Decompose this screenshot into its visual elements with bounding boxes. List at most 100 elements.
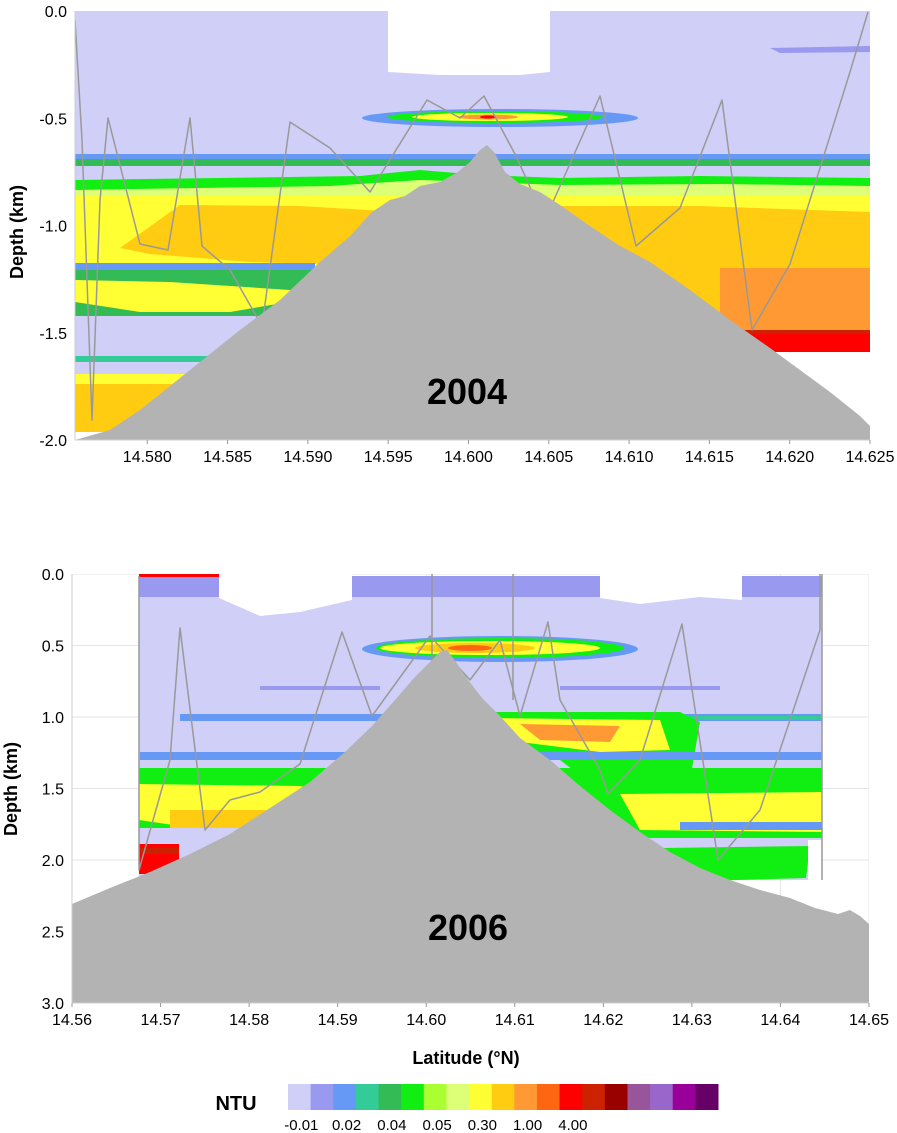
chart-2006: 2006 14.56 14.57 14.58 14.59 14.60 14.61 14.62…	[1, 567, 889, 1068]
colorbar-swatch	[310, 1084, 334, 1110]
cast-track-2006	[138, 574, 821, 871]
colorbar-tick-label: 1.00	[513, 1117, 542, 1133]
no-data-gap	[600, 574, 742, 604]
year-label-2006: 2006	[428, 907, 508, 948]
colorbar-swatch	[423, 1084, 447, 1110]
plot-area-2006: 2006	[72, 574, 869, 1003]
x-tick-label-2004: 14.605	[524, 449, 573, 466]
no-data-gap	[219, 574, 352, 616]
colorbar-swatch	[401, 1084, 425, 1110]
x-tick-label-2006: 14.60	[406, 1012, 446, 1029]
x-tick-label-2006: 14.64	[760, 1012, 800, 1029]
y-ticks-2004: 0.0 -0.5 -1.0 -1.5 -2.0	[39, 4, 67, 450]
x-tick-label-2004: 14.625	[846, 449, 895, 466]
x-tick-label-2006: 14.63	[672, 1012, 712, 1029]
contour-class-teal	[75, 356, 315, 362]
contour-class-blue	[352, 576, 600, 597]
seamount-2004	[75, 145, 870, 440]
colorbar-swatch	[446, 1084, 470, 1110]
y-axis-label-2006: Depth (km)	[1, 742, 21, 836]
x-tick-label-2004: 14.615	[685, 449, 734, 466]
x-tick-label-2004: 14.600	[444, 449, 493, 466]
colorbar-swatch	[378, 1084, 402, 1110]
x-tick-label-2004: 14.580	[123, 449, 172, 466]
colorbar-tick-label: 0.04	[377, 1117, 406, 1133]
colorbar-swatch	[491, 1084, 515, 1110]
colorbar-swatch	[695, 1084, 719, 1110]
contour-class-yellow	[75, 280, 300, 312]
colorbar-swatch	[514, 1084, 538, 1110]
colorbar-swatch	[650, 1084, 674, 1110]
y-axis-label-2004: Depth (km)	[7, 185, 27, 279]
y-tick-label-2006: 1.0	[42, 710, 64, 727]
y-tick-label-2006: 0.0	[42, 567, 64, 584]
y-tick-label-2006: 0.5	[42, 639, 64, 656]
contour-class-blue	[260, 686, 380, 690]
colorbar-swatch	[333, 1084, 357, 1110]
y-tick-label-2004: -1.0	[39, 219, 67, 236]
x-ticks-2006: 14.56 14.57 14.58 14.59 14.60 14.61 14.62 14.63…	[52, 1003, 889, 1029]
contour-class-yellow	[75, 374, 195, 384]
colorbar-swatch	[559, 1084, 583, 1110]
x-tick-label-2004: 14.595	[364, 449, 413, 466]
colorbar-label: NTU	[215, 1093, 256, 1115]
y-ticks-2006: 0.0 0.5 1.0 1.5 2.0 2.5 3.0	[42, 567, 64, 1013]
x-tick-label-2004: 14.585	[203, 449, 252, 466]
x-tick-label-2004: 14.620	[765, 449, 814, 466]
y-tick-label-2004: 0.0	[45, 4, 67, 21]
contour-class-red	[139, 574, 219, 577]
contour-class-orange	[520, 724, 620, 742]
x-tick-label-2006: 14.65	[849, 1012, 889, 1029]
colorbar: NTU -0.01 0.02 0.04 0.05 0.30 1.00 4.00	[215, 1084, 719, 1133]
y-tick-label-2004: -1.5	[39, 326, 67, 343]
contour-class-red	[448, 645, 492, 651]
cast-track-2004	[75, 11, 869, 421]
contour-class-darkred	[139, 848, 179, 854]
colorbar-swatch	[469, 1084, 493, 1110]
x-tick-label-2006: 14.61	[495, 1012, 535, 1029]
x-tick-label-2004: 14.610	[605, 449, 654, 466]
contour-class-darkred	[740, 330, 870, 334]
contour-class-blue	[139, 576, 219, 597]
seamount-2006	[72, 650, 869, 1003]
colorbar-swatch	[355, 1084, 380, 1110]
colorbar-tick-label: 0.30	[468, 1117, 497, 1133]
y-tick-label-2006: 2.0	[42, 853, 64, 870]
contour-class-blue	[742, 576, 822, 597]
colorbar-ticks: -0.01 0.02 0.04 0.05 0.30 1.00 4.00	[284, 1117, 587, 1133]
colorbar-tick-label: 0.02	[332, 1117, 361, 1133]
plot-area-2004: 2004	[75, 11, 870, 440]
colorbar-swatch	[604, 1084, 628, 1110]
x-tick-label-2006: 14.57	[141, 1012, 181, 1029]
contour-class-blue	[680, 822, 822, 830]
colorbar-tick-label: -0.01	[284, 1117, 318, 1133]
contour-class-blue	[75, 263, 315, 271]
x-tick-label-2004: 14.590	[283, 449, 332, 466]
no-data-region	[808, 840, 822, 900]
contour-class-darkorange	[720, 268, 870, 330]
colorbar-swatch	[582, 1084, 606, 1110]
x-tick-label-2006: 14.58	[229, 1012, 269, 1029]
year-label-2004: 2004	[427, 371, 507, 412]
y-tick-label-2004: -0.5	[39, 111, 67, 128]
contour-class-blue	[770, 46, 870, 53]
y-tick-label-2006: 3.0	[42, 996, 64, 1013]
colorbar-swatch	[536, 1084, 561, 1110]
x-tick-label-2006: 14.56	[52, 1012, 92, 1029]
x-tick-label-2006: 14.59	[318, 1012, 358, 1029]
contour-class-red	[480, 115, 496, 119]
colorbar-swatch	[288, 1084, 312, 1110]
colorbar-swatch	[672, 1084, 696, 1110]
no-data-gap	[388, 11, 550, 75]
colorbar-swatches	[288, 1084, 719, 1110]
chart-2004: 2004 14.580 14.585 14.590 14.595 14.600 14.60…	[7, 4, 895, 466]
colorbar-swatch	[627, 1084, 651, 1110]
x-ticks-2004: 14.580 14.585 14.590 14.595 14.600 14.605 14.6…	[123, 440, 895, 466]
colorbar-tick-label: 0.05	[423, 1117, 452, 1133]
y-tick-label-2006: 2.5	[42, 925, 64, 942]
x-axis-label-2006: Latitude (°N)	[412, 1048, 519, 1068]
colorbar-tick-label: 4.00	[558, 1117, 587, 1133]
y-tick-label-2006: 1.5	[42, 782, 64, 799]
x-tick-label-2006: 14.62	[583, 1012, 623, 1029]
